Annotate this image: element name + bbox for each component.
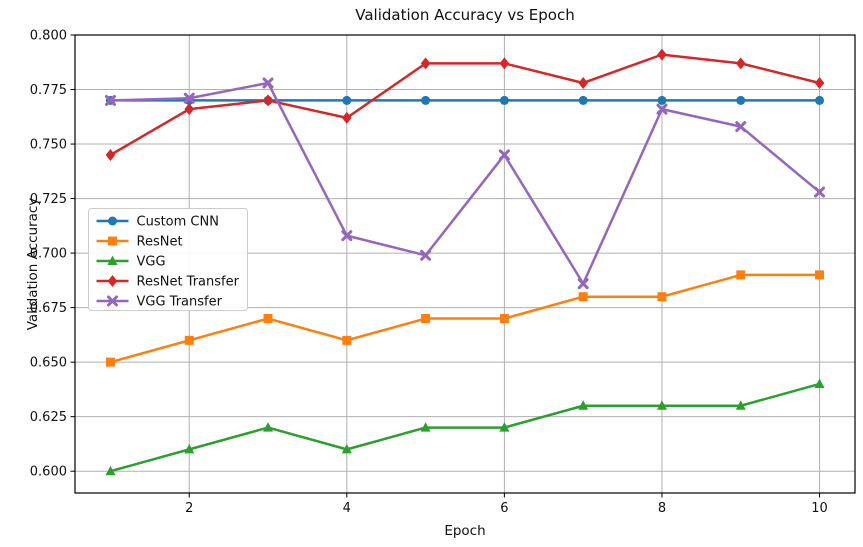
marker-resnet (342, 335, 352, 345)
legend-label-custom-cnn: Custom CNN (137, 215, 219, 230)
marker-resnet-transfer (657, 48, 667, 61)
x-axis-label: Epoch (444, 523, 486, 539)
y-tick-label: 0.700 (30, 247, 67, 262)
marker-resnet-transfer (814, 76, 825, 89)
marker-vgg-transfer (735, 121, 747, 133)
x-tick-label: 6 (500, 501, 508, 516)
series-line-resnet (109, 273, 821, 364)
marker-resnet-transfer (578, 76, 588, 89)
marker-resnet-transfer (735, 57, 746, 70)
marker-vgg (420, 422, 431, 432)
x-tick-label: 10 (811, 501, 828, 516)
marker-custom-cnn (578, 95, 588, 105)
series-line-resnet-transfer (109, 53, 821, 157)
marker-resnet (105, 357, 115, 367)
legend: Custom CNN ResNet VGG ResNet Transfer VGG Tr… (88, 208, 248, 311)
marker-custom-cnn (499, 95, 509, 105)
series-line-vgg (109, 382, 821, 473)
y-tick-label: 0.600 (30, 465, 67, 480)
marker-custom-cnn (736, 95, 746, 105)
marker-vgg-transfer (656, 103, 668, 115)
y-tick-label: 0.650 (30, 356, 67, 371)
marker-resnet (184, 335, 194, 345)
legend-marker-resnet (108, 236, 117, 246)
legend-label-vgg-transfer: VGG Transfer (137, 295, 223, 310)
legend-label-vgg: VGG (137, 255, 166, 270)
y-tick-label: 0.800 (30, 29, 67, 44)
chart-title: Validation Accuracy vs Epoch (355, 6, 575, 24)
marker-vgg-transfer (341, 230, 353, 242)
marker-vgg-transfer (262, 77, 274, 89)
marker-custom-cnn (815, 95, 825, 105)
marker-vgg (656, 400, 667, 410)
marker-vgg-transfer (498, 149, 510, 161)
series-line-vgg-transfer (109, 81, 821, 285)
x-tick-label: 2 (185, 501, 193, 516)
marker-vgg (263, 422, 274, 432)
marker-resnet-transfer (184, 103, 195, 116)
marker-resnet (736, 270, 746, 280)
marker-custom-cnn (657, 95, 667, 105)
marker-vgg-transfer (183, 92, 195, 104)
legend-box (88, 208, 248, 311)
y-tick-label: 0.725 (30, 192, 67, 207)
marker-resnet-transfer (263, 94, 273, 107)
y-tick-label: 0.775 (30, 83, 67, 98)
x-tick-label: 4 (343, 501, 351, 516)
marker-custom-cnn (342, 95, 352, 105)
marker-resnet-transfer (420, 57, 431, 70)
marker-resnet (657, 292, 667, 302)
marker-vgg (735, 400, 746, 410)
marker-custom-cnn (421, 95, 431, 105)
marker-vgg (578, 400, 589, 410)
marker-resnet-transfer (342, 111, 352, 124)
marker-resnet-transfer (499, 57, 510, 70)
marker-vgg (184, 443, 195, 454)
legend-marker-vgg (107, 255, 118, 265)
y-tick-label: 0.625 (30, 410, 67, 425)
legend-marker-resnet-transfer (107, 275, 118, 287)
y-tick-label: 0.675 (30, 301, 67, 316)
marker-resnet (263, 314, 273, 324)
marker-vgg (341, 443, 352, 454)
marker-resnet (815, 270, 825, 280)
marker-vgg-transfer (577, 278, 589, 290)
marker-resnet-transfer (105, 148, 116, 161)
marker-vgg-transfer (814, 186, 826, 198)
marker-vgg (105, 465, 116, 476)
marker-vgg (814, 378, 825, 388)
legend-marker-custom-cnn (108, 216, 117, 226)
y-tick-label: 0.750 (30, 138, 67, 153)
marker-vgg-transfer (420, 249, 432, 261)
x-tick-label: 8 (658, 501, 666, 516)
plot-border (74, 34, 856, 494)
marker-vgg (499, 422, 510, 432)
marker-resnet (421, 314, 431, 324)
legend-marker-vgg-transfer (107, 295, 118, 307)
marker-resnet (499, 314, 509, 324)
legend-label-resnet-transfer: ResNet Transfer (137, 275, 240, 290)
marker-resnet (578, 292, 588, 302)
marker-vgg-transfer (104, 94, 116, 106)
legend-label-resnet: ResNet (137, 235, 183, 250)
